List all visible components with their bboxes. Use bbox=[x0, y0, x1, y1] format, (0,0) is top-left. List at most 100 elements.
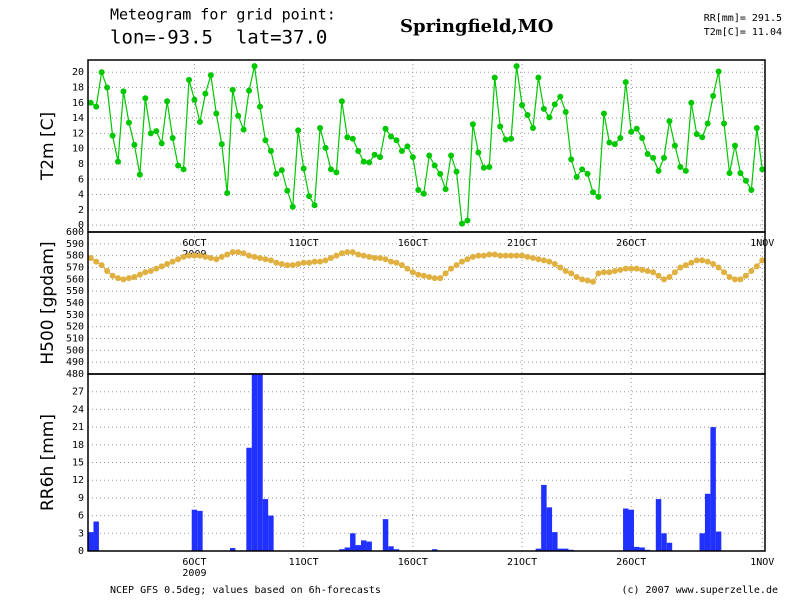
marker bbox=[704, 120, 711, 127]
y-tick-label: 580 bbox=[66, 251, 84, 262]
marker bbox=[448, 265, 455, 272]
marker bbox=[420, 190, 427, 197]
marker bbox=[355, 251, 362, 258]
y-axis-label: RR6h [mm] bbox=[38, 414, 58, 511]
summary-t2m: T2m[C]= 11.04 bbox=[704, 27, 782, 38]
marker bbox=[169, 134, 176, 141]
marker bbox=[448, 152, 455, 159]
marker bbox=[611, 141, 618, 148]
bar bbox=[344, 547, 351, 551]
y-tick-label: 500 bbox=[66, 345, 84, 356]
marker bbox=[202, 90, 209, 97]
y-tick-label: 15 bbox=[72, 458, 84, 469]
marker bbox=[317, 125, 324, 132]
marker bbox=[333, 169, 340, 176]
marker bbox=[251, 253, 258, 260]
marker bbox=[590, 189, 597, 196]
marker bbox=[115, 275, 122, 282]
marker bbox=[136, 171, 143, 178]
marker bbox=[382, 256, 389, 263]
y-tick-label: 6 bbox=[78, 511, 84, 522]
marker bbox=[753, 263, 760, 270]
series-line bbox=[90, 65, 763, 225]
marker bbox=[366, 159, 373, 166]
marker bbox=[442, 186, 449, 193]
bar bbox=[382, 519, 389, 551]
marker bbox=[469, 253, 476, 260]
marker bbox=[660, 276, 667, 283]
y-tick-label: 510 bbox=[66, 334, 84, 345]
marker bbox=[453, 168, 460, 175]
marker bbox=[480, 164, 487, 171]
y-tick-label: 24 bbox=[72, 404, 84, 415]
marker bbox=[278, 167, 285, 174]
marker bbox=[388, 258, 395, 265]
plot-frame bbox=[87, 59, 766, 233]
marker bbox=[311, 258, 318, 265]
y-tick-label: 27 bbox=[72, 387, 84, 398]
marker bbox=[147, 130, 154, 137]
marker bbox=[497, 123, 504, 130]
marker bbox=[180, 166, 187, 173]
marker bbox=[562, 268, 569, 275]
bar bbox=[251, 374, 258, 551]
marker bbox=[721, 120, 728, 127]
marker bbox=[327, 255, 334, 262]
y-tick-label: 12 bbox=[72, 475, 84, 486]
marker bbox=[606, 269, 613, 276]
marker bbox=[731, 276, 738, 283]
marker bbox=[699, 134, 706, 141]
marker bbox=[87, 255, 94, 262]
panel: 024681012141618206OCT200911OCT16OCT21OCT… bbox=[38, 59, 774, 260]
marker bbox=[431, 275, 438, 282]
location: Springfield,MO bbox=[400, 16, 553, 37]
marker bbox=[726, 170, 733, 177]
marker bbox=[355, 147, 362, 154]
marker bbox=[120, 88, 127, 95]
bar bbox=[366, 541, 372, 551]
bar bbox=[562, 548, 569, 551]
marker bbox=[726, 273, 733, 280]
marker bbox=[644, 151, 651, 158]
bar bbox=[710, 427, 716, 551]
marker bbox=[175, 162, 182, 169]
y-tick-label: 480 bbox=[66, 369, 84, 380]
marker bbox=[480, 252, 487, 259]
marker bbox=[377, 154, 384, 161]
marker bbox=[535, 74, 542, 81]
marker bbox=[742, 272, 749, 279]
marker bbox=[617, 266, 624, 273]
marker bbox=[175, 256, 182, 263]
marker bbox=[546, 258, 553, 265]
x-tick-label: 26OCT bbox=[616, 238, 646, 249]
marker bbox=[693, 131, 700, 138]
marker bbox=[180, 253, 187, 260]
marker bbox=[622, 79, 629, 86]
marker bbox=[655, 167, 662, 174]
marker bbox=[655, 272, 662, 279]
marker bbox=[295, 127, 302, 134]
marker bbox=[267, 147, 274, 154]
marker bbox=[246, 252, 253, 259]
bar bbox=[623, 508, 629, 551]
bar bbox=[350, 533, 356, 551]
marker bbox=[453, 262, 460, 269]
marker bbox=[142, 95, 149, 102]
marker bbox=[671, 142, 678, 149]
marker bbox=[519, 252, 526, 259]
marker bbox=[546, 114, 553, 121]
y-tick-label: 14 bbox=[72, 113, 84, 124]
marker bbox=[469, 121, 476, 128]
marker bbox=[229, 249, 236, 256]
marker bbox=[600, 269, 607, 276]
marker bbox=[360, 252, 367, 259]
marker bbox=[213, 256, 220, 263]
marker bbox=[322, 144, 329, 151]
marker bbox=[191, 96, 198, 103]
marker bbox=[153, 265, 160, 272]
marker bbox=[650, 154, 657, 161]
bar bbox=[666, 542, 673, 551]
x-tick-label: 11OCT bbox=[289, 238, 319, 249]
